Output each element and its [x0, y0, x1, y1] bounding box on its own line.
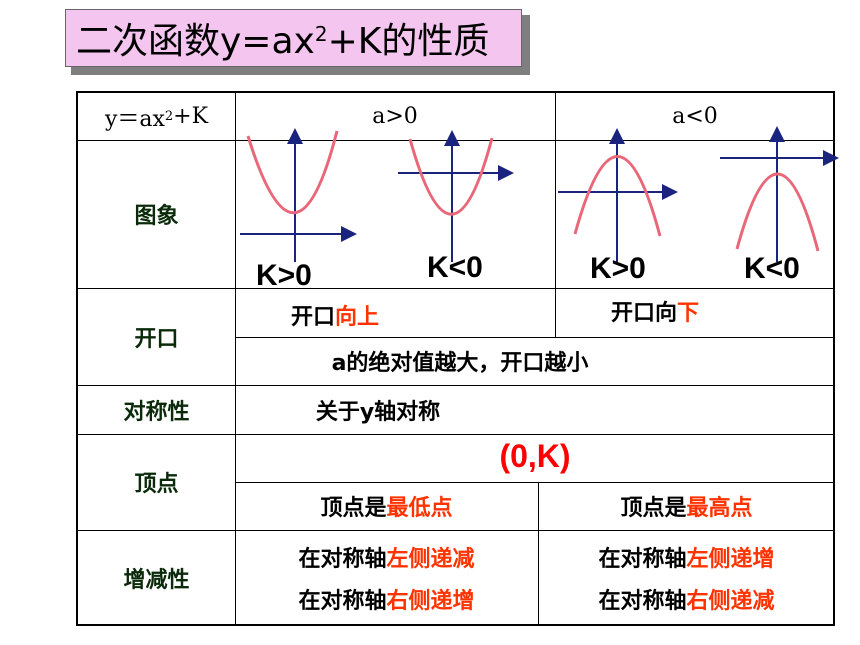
header-function-prefix: y＝ax: [104, 106, 165, 132]
page-title: 二次函数y=ax 2 +K的性质: [65, 9, 522, 67]
monotonic-negative-line1-side: 左侧递增: [686, 547, 775, 572]
header-a-positive: a>0: [372, 104, 418, 129]
vertex-positive-prefix: 顶点是: [320, 496, 387, 521]
monotonic-negative-line1: 在对称轴 左侧递增: [538, 539, 835, 575]
vertex-positive: 顶点是 最低点: [235, 482, 538, 530]
k-label-2: K<0: [427, 251, 483, 284]
opening-positive: 开口 向上: [235, 295, 435, 335]
k-label-3: K>0: [590, 252, 646, 285]
label-monotonic: 增减性: [123, 568, 190, 593]
row-divider: [78, 530, 835, 531]
title-exponent: 2: [314, 22, 328, 46]
row-divider: [235, 482, 835, 483]
title-suffix: +K的性质: [327, 21, 490, 62]
opening-rule: a的绝对值越大，开口越小: [331, 351, 589, 376]
header-function: y＝ax 2 +K: [78, 93, 235, 140]
header-a-negative: a<0: [672, 104, 718, 129]
monotonic-negative-line1-prefix: 在对称轴: [598, 547, 687, 572]
vertex-negative: 顶点是 最高点: [538, 482, 835, 530]
row-divider: [78, 385, 835, 386]
vertex-negative-type: 最高点: [686, 496, 753, 521]
label-opening: 开口: [134, 326, 179, 352]
label-symmetry: 对称性: [123, 399, 190, 425]
vertex-positive-type: 最低点: [386, 496, 453, 521]
opening-negative: 开口向下: [555, 291, 755, 331]
col-divider: [235, 93, 236, 626]
graph-pos-kneg: [398, 130, 514, 262]
opening-positive-direction: 向上: [335, 305, 380, 330]
opening-positive-prefix: 开口: [290, 305, 335, 330]
row-divider: [78, 288, 835, 289]
graph-neg-kpos: [558, 128, 678, 262]
opening-negative-direction: 下: [677, 301, 700, 326]
header-exponent: 2: [164, 109, 174, 124]
symmetry-text: 关于y轴对称: [315, 399, 441, 425]
graph-pos-kpos: [240, 128, 357, 262]
monotonic-positive-line2-prefix: 在对称轴: [298, 589, 387, 614]
monotonic-positive-line1: 在对称轴 左侧递减: [235, 539, 538, 575]
col-divider: [555, 93, 556, 337]
vertex-negative-prefix: 顶点是: [620, 496, 687, 521]
label-vertex: 顶点: [134, 472, 179, 497]
monotonic-negative-line2-prefix: 在对称轴: [598, 589, 687, 614]
label-graph: 图象: [134, 204, 179, 229]
row-divider: [235, 337, 835, 338]
row-divider: [78, 434, 835, 435]
graph-neg-kneg: [720, 126, 839, 262]
monotonic-negative-line2-side: 右侧递减: [686, 589, 775, 614]
k-label-1: K>0: [256, 259, 312, 292]
header-function-suffix: +K: [173, 104, 209, 129]
opening-negative-prefix: 开口向: [610, 301, 677, 326]
title-prefix: 二次函数y=ax: [76, 21, 315, 62]
monotonic-positive-line2-side: 右侧递增: [386, 589, 475, 614]
monotonic-positive-line2: 在对称轴 右侧递增: [235, 581, 538, 617]
monotonic-positive-line1-side: 左侧递减: [386, 547, 475, 572]
monotonic-positive-line1-prefix: 在对称轴: [298, 547, 387, 572]
col-divider: [538, 482, 539, 626]
k-label-4: K<0: [744, 252, 800, 285]
monotonic-negative-line2: 在对称轴 右侧递减: [538, 581, 835, 617]
vertex-coordinate: (0,K): [499, 437, 571, 474]
